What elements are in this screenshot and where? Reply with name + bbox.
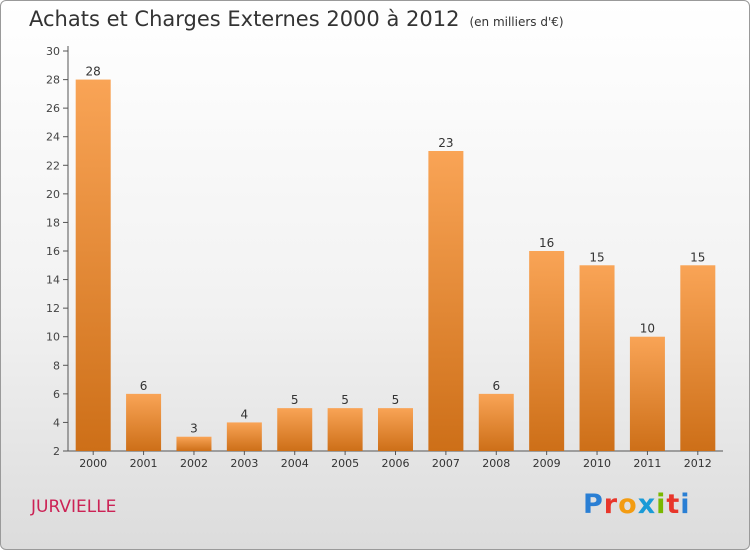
data-label: 5 <box>392 393 400 407</box>
x-tick-label: 2002 <box>180 457 208 470</box>
y-tick-label: 12 <box>46 302 60 315</box>
bar <box>75 79 111 452</box>
logo-letter: P <box>583 489 604 520</box>
y-tick-label: 22 <box>46 159 60 172</box>
logo-letter: t <box>666 489 681 520</box>
data-label: 6 <box>492 379 500 393</box>
x-tick-label: 2005 <box>331 457 359 470</box>
y-tick-label: 2 <box>53 445 60 458</box>
y-tick-label: 18 <box>46 216 60 229</box>
logo-letter: r <box>603 489 619 520</box>
bar <box>378 408 413 451</box>
place-name: JURVIELLE <box>31 497 117 517</box>
unit-label: (en milliers d'€) <box>469 15 564 29</box>
bar <box>226 422 262 451</box>
y-tick-label: 26 <box>46 102 60 115</box>
data-label: 4 <box>241 407 249 421</box>
data-label: 6 <box>140 379 148 393</box>
x-tick-label: 2004 <box>281 457 309 470</box>
y-tick-label: 20 <box>46 188 60 201</box>
data-label: 16 <box>539 236 554 250</box>
logo-letter: i <box>680 489 691 520</box>
x-tick-label: 2009 <box>533 457 561 470</box>
title-text: Achats et Charges Externes 2000 à 2012 <box>29 7 460 31</box>
bar <box>277 408 313 451</box>
data-label: 5 <box>291 393 299 407</box>
bar <box>529 251 565 451</box>
data-label: 3 <box>190 422 198 436</box>
bar <box>327 408 363 451</box>
data-label: 23 <box>438 136 453 150</box>
logo-letter: o <box>618 489 638 520</box>
data-label: 15 <box>690 250 705 264</box>
chart-title: Achats et Charges Externes 2000 à 2012 (e… <box>29 7 564 31</box>
logo-letter: x <box>637 489 657 520</box>
y-tick-label: 28 <box>46 74 60 87</box>
x-tick-label: 2003 <box>230 457 258 470</box>
x-tick-label: 2007 <box>432 457 460 470</box>
bar <box>176 436 212 451</box>
data-label: 10 <box>640 322 655 336</box>
bar <box>579 265 615 451</box>
x-tick-label: 2001 <box>130 457 158 470</box>
x-tick-label: 2000 <box>79 457 107 470</box>
data-label: 28 <box>86 65 101 79</box>
data-label: 5 <box>341 393 349 407</box>
proxiti-logo[interactable]: Proxiti <box>583 489 691 520</box>
bar <box>428 151 464 451</box>
y-tick-label: 6 <box>53 388 60 401</box>
y-tick-label: 4 <box>53 416 60 429</box>
bar <box>478 393 514 451</box>
data-label: 15 <box>589 250 604 264</box>
x-tick-label: 2011 <box>633 457 661 470</box>
logo-letter: i <box>656 489 667 520</box>
x-tick-label: 2012 <box>684 457 712 470</box>
y-tick-label: 16 <box>46 245 60 258</box>
x-tick-label: 2008 <box>482 457 510 470</box>
bar <box>126 393 162 451</box>
y-tick-label: 24 <box>46 131 60 144</box>
y-tick-label: 10 <box>46 331 60 344</box>
y-tick-label: 30 <box>46 45 60 58</box>
bar <box>680 265 716 451</box>
x-tick-label: 2006 <box>382 457 410 470</box>
y-tick-label: 14 <box>46 274 60 287</box>
y-tick-label: 8 <box>53 359 60 372</box>
x-tick-label: 2010 <box>583 457 611 470</box>
bar <box>629 336 665 451</box>
